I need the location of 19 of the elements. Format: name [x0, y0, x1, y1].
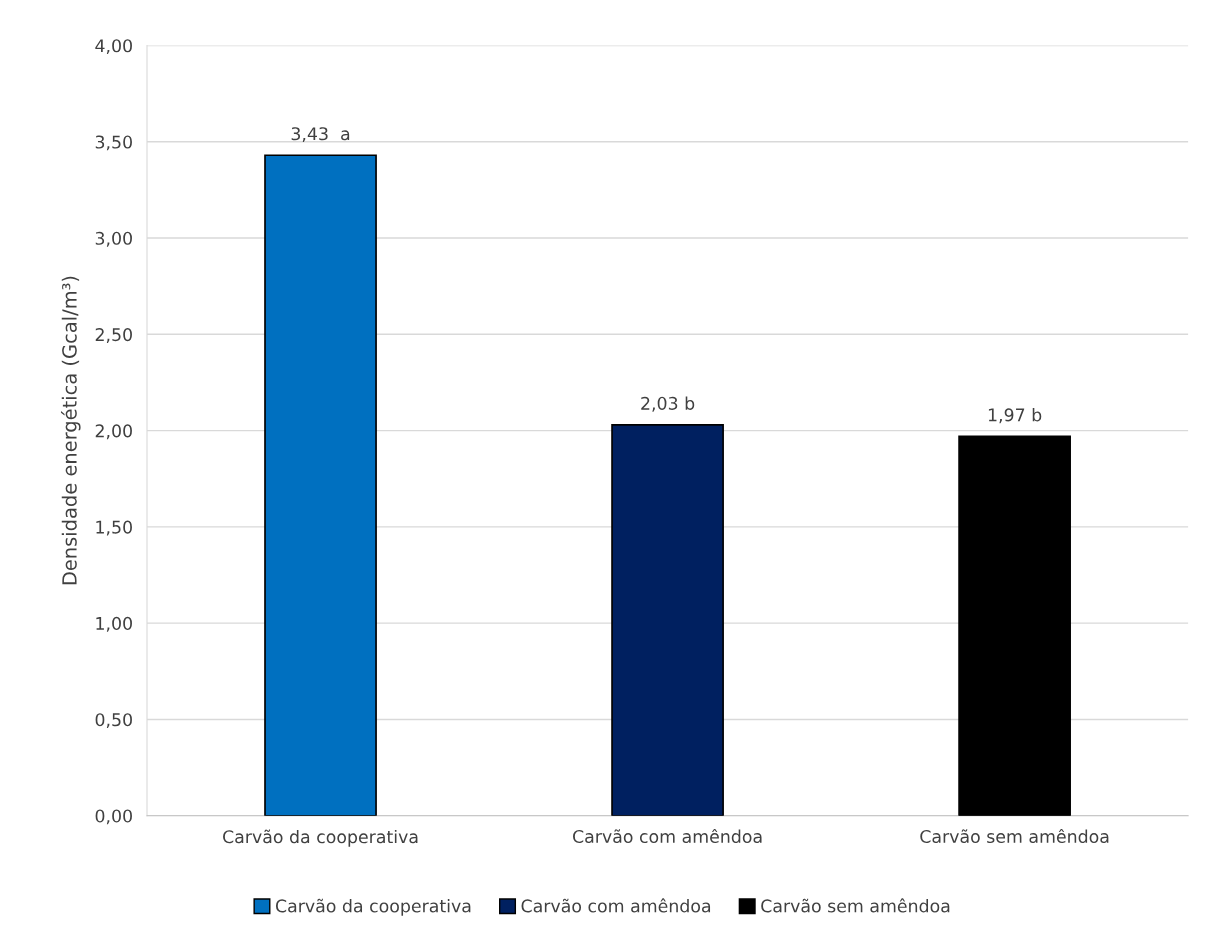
x-tick-label: Carvão com amêndoa: [573, 828, 762, 844]
y-tick-label: 3,00: [95, 231, 132, 247]
legend-label: Carvão sem amêndoa: [761, 898, 950, 913]
y-axis-title: Densidade energética (Gcal/m³): [60, 276, 81, 585]
y-tick-label: 1,50: [96, 520, 132, 536]
y-tick-label: 0,50: [95, 713, 132, 729]
y-tick-label: 0,00: [95, 809, 132, 825]
data-label: 2,03 b: [641, 396, 695, 412]
data-label: 1,97 b: [988, 408, 1042, 424]
legend-label: Carvão da cooperativa: [275, 898, 471, 916]
x-tick-label: Carvão sem amêndoa: [920, 828, 1109, 844]
y-tick-label: 3,50: [95, 135, 132, 151]
y-tick-label: 2,00: [95, 424, 132, 440]
y-tick-label: 1,00: [96, 616, 132, 632]
legend-label: Carvão com amêndoa: [521, 898, 711, 913]
y-tick-label: 4,00: [95, 39, 132, 55]
y-tick-label: 2,50: [95, 328, 132, 343]
x-tick-label: Carvão da cooperativa: [223, 829, 418, 847]
data-label: 3,43 a: [291, 127, 350, 143]
